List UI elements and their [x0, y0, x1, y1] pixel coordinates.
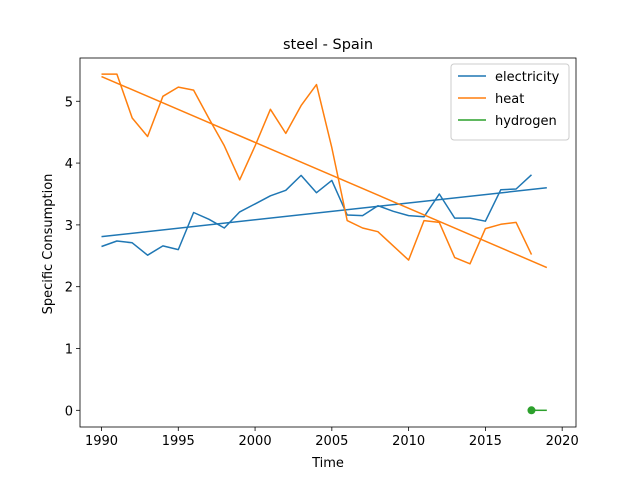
legend-label-hydrogen: hydrogen	[495, 114, 557, 129]
x-tick-label-2000: 2000	[239, 434, 272, 449]
x-axis: 1990 1995 2000 2005 2010 2015 2020	[85, 427, 579, 449]
legend-label-electricity: electricity	[495, 70, 560, 85]
series-line-electricity	[101, 174, 533, 256]
x-tick-label-2010: 2010	[392, 434, 425, 449]
x-axis-label: Time	[311, 456, 344, 471]
x-tick-label-2015: 2015	[469, 434, 502, 449]
plot-frame	[79, 57, 577, 428]
y-tick-label-5: 5	[65, 95, 73, 110]
legend-box	[450, 63, 570, 141]
y-tick-label-0: 0	[65, 404, 73, 419]
legend-label-heat: heat	[495, 92, 524, 107]
y-tick-label-2: 2	[65, 281, 73, 296]
series-line-heat	[101, 73, 533, 265]
x-tick-label-2005: 2005	[315, 434, 348, 449]
legend: electricity heat hydrogen	[450, 63, 570, 141]
plot-area	[79, 57, 577, 428]
y-tick-label-4: 4	[65, 157, 73, 172]
x-tick-label-2020: 2020	[546, 434, 579, 449]
y-tick-label-3: 3	[65, 219, 73, 234]
y-axis-label: Specific Consumption	[41, 174, 56, 315]
x-tick-label-1990: 1990	[85, 434, 118, 449]
y-axis: 0 1 2 3 4 5	[65, 95, 80, 419]
y-tick-label-1: 1	[65, 343, 73, 358]
trend-line-electricity	[101, 187, 547, 238]
chart-title: steel - Spain	[283, 37, 373, 53]
trend-line-heat	[101, 75, 548, 269]
x-tick-label-1995: 1995	[162, 434, 195, 449]
